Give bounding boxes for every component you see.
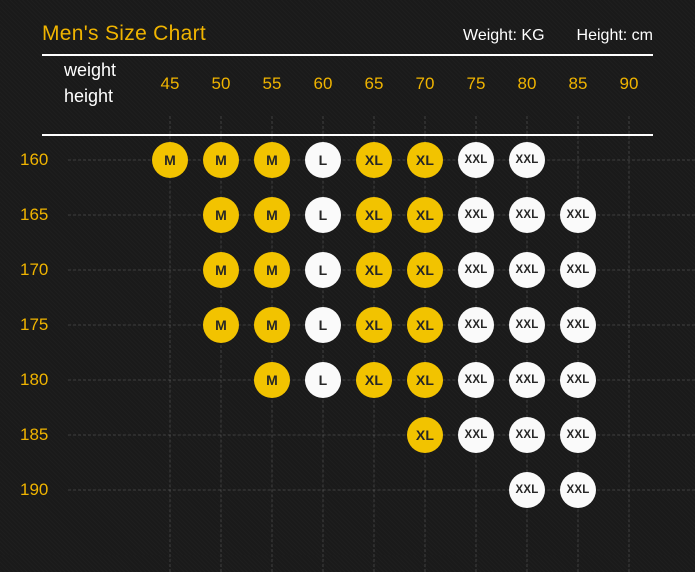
weight-header: 65 bbox=[354, 74, 394, 94]
size-cell: M bbox=[254, 307, 290, 343]
size-cell: XXL bbox=[560, 472, 596, 508]
size-cell: XL bbox=[356, 252, 392, 288]
size-cell: XXL bbox=[509, 417, 545, 453]
size-cell: M bbox=[203, 142, 239, 178]
size-cell: XXL bbox=[458, 362, 494, 398]
size-cell: XXL bbox=[560, 252, 596, 288]
size-cell: XXL bbox=[458, 197, 494, 233]
size-cell: XL bbox=[356, 362, 392, 398]
grid-line-vertical bbox=[374, 116, 375, 572]
size-cell: XL bbox=[356, 142, 392, 178]
size-cell: M bbox=[203, 307, 239, 343]
size-cell: M bbox=[203, 197, 239, 233]
size-cell: XXL bbox=[458, 142, 494, 178]
height-header: 165 bbox=[20, 205, 70, 225]
size-cell: XL bbox=[407, 307, 443, 343]
size-cell: M bbox=[203, 252, 239, 288]
grid-line-vertical bbox=[323, 116, 324, 572]
size-cell: L bbox=[305, 252, 341, 288]
size-cell: XXL bbox=[509, 472, 545, 508]
size-cell: XXL bbox=[509, 197, 545, 233]
size-cell: XXL bbox=[509, 142, 545, 178]
size-cell: L bbox=[305, 142, 341, 178]
height-header: 170 bbox=[20, 260, 70, 280]
weight-header: 75 bbox=[456, 74, 496, 94]
size-cell: M bbox=[254, 362, 290, 398]
size-cell: L bbox=[305, 197, 341, 233]
size-cell: M bbox=[152, 142, 188, 178]
size-cell: XL bbox=[407, 197, 443, 233]
grid-line-horizontal bbox=[68, 434, 695, 435]
size-cell: XXL bbox=[509, 252, 545, 288]
size-cell: XXL bbox=[560, 362, 596, 398]
grid-line-horizontal bbox=[68, 489, 695, 490]
size-cell: XXL bbox=[458, 307, 494, 343]
size-cell: L bbox=[305, 362, 341, 398]
weight-header: 85 bbox=[558, 74, 598, 94]
size-cell: M bbox=[254, 197, 290, 233]
size-cell: XL bbox=[407, 252, 443, 288]
units-height: Height: cm bbox=[577, 27, 653, 45]
height-header: 160 bbox=[20, 150, 70, 170]
size-cell: XXL bbox=[560, 197, 596, 233]
size-cell: XXL bbox=[458, 417, 494, 453]
size-cell: L bbox=[305, 307, 341, 343]
size-cell: M bbox=[254, 252, 290, 288]
size-cell: XXL bbox=[509, 362, 545, 398]
height-header: 190 bbox=[20, 480, 70, 500]
height-header: 180 bbox=[20, 370, 70, 390]
size-cell: XL bbox=[356, 197, 392, 233]
size-cell: XL bbox=[407, 142, 443, 178]
size-cell: XXL bbox=[458, 252, 494, 288]
size-cell: XXL bbox=[560, 417, 596, 453]
size-cell: XL bbox=[407, 362, 443, 398]
chart-title: Men's Size Chart bbox=[42, 22, 206, 46]
axis-weight-label: weight bbox=[64, 60, 116, 81]
size-cell: XXL bbox=[509, 307, 545, 343]
axis-height-label: height bbox=[64, 86, 113, 107]
weight-header: 70 bbox=[405, 74, 445, 94]
height-header: 175 bbox=[20, 315, 70, 335]
weight-header: 60 bbox=[303, 74, 343, 94]
grid-line-vertical bbox=[272, 116, 273, 572]
grid-line-vertical bbox=[629, 116, 630, 572]
weight-header: 90 bbox=[609, 74, 649, 94]
size-cell: XL bbox=[356, 307, 392, 343]
grid-line-vertical bbox=[425, 116, 426, 572]
grid-line-vertical bbox=[476, 116, 477, 572]
grid-line-vertical bbox=[221, 116, 222, 572]
units-weight: Weight: KG bbox=[463, 27, 545, 45]
size-cell: XXL bbox=[560, 307, 596, 343]
size-grid: 4550556065707580859016016517017518018519… bbox=[42, 136, 653, 566]
grid-line-vertical bbox=[170, 116, 171, 572]
weight-header: 80 bbox=[507, 74, 547, 94]
weight-header: 50 bbox=[201, 74, 241, 94]
weight-header: 55 bbox=[252, 74, 292, 94]
weight-header: 45 bbox=[150, 74, 190, 94]
height-header: 185 bbox=[20, 425, 70, 445]
size-cell: M bbox=[254, 142, 290, 178]
size-cell: XL bbox=[407, 417, 443, 453]
